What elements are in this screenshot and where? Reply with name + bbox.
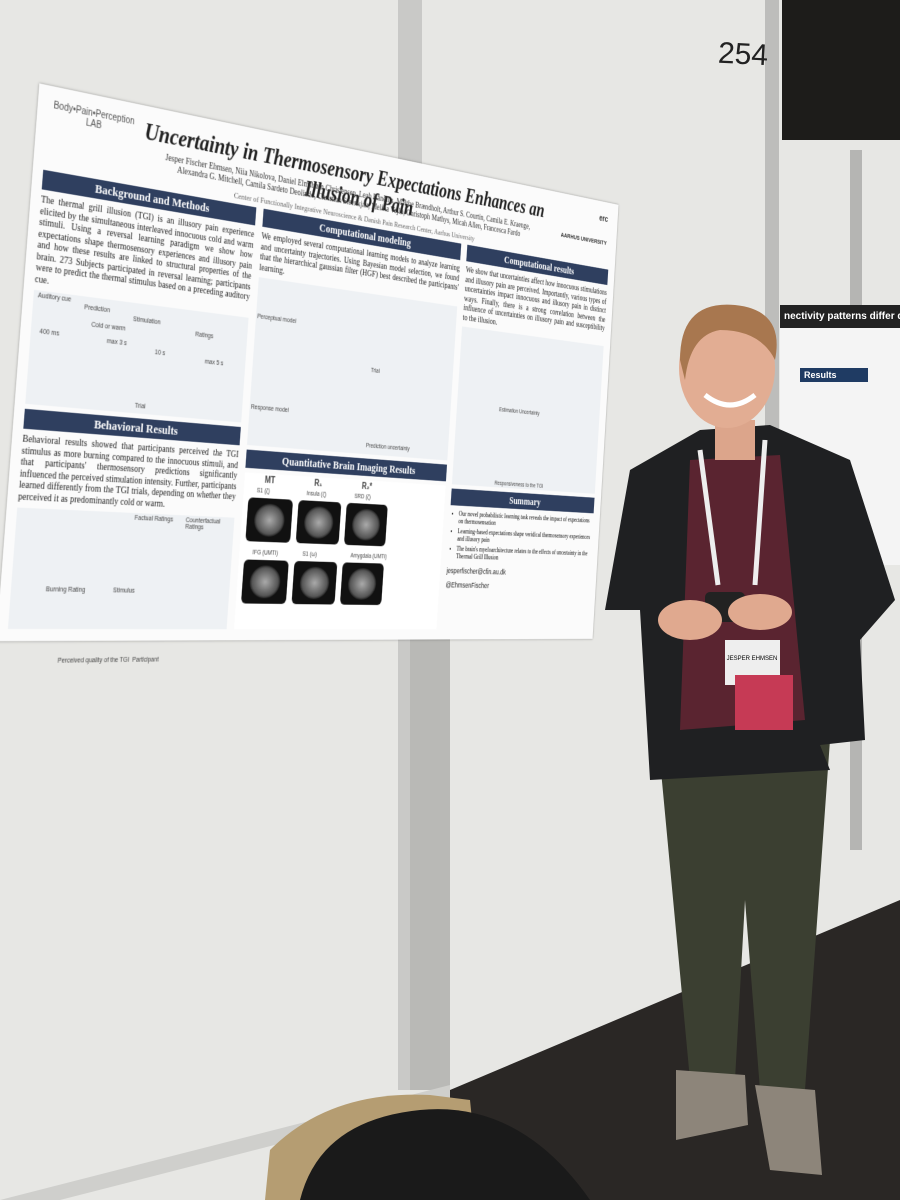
hall-ceiling	[782, 0, 900, 140]
neighbor-title: nectivity patterns differ during pain, n…	[780, 305, 900, 328]
neighbor-section: Results	[800, 368, 868, 382]
person: JESPER EHMSEN	[605, 304, 895, 1175]
badge-name: JESPER EHMSEN	[727, 656, 778, 662]
panel-post	[410, 600, 450, 1090]
backpack	[265, 1094, 590, 1200]
